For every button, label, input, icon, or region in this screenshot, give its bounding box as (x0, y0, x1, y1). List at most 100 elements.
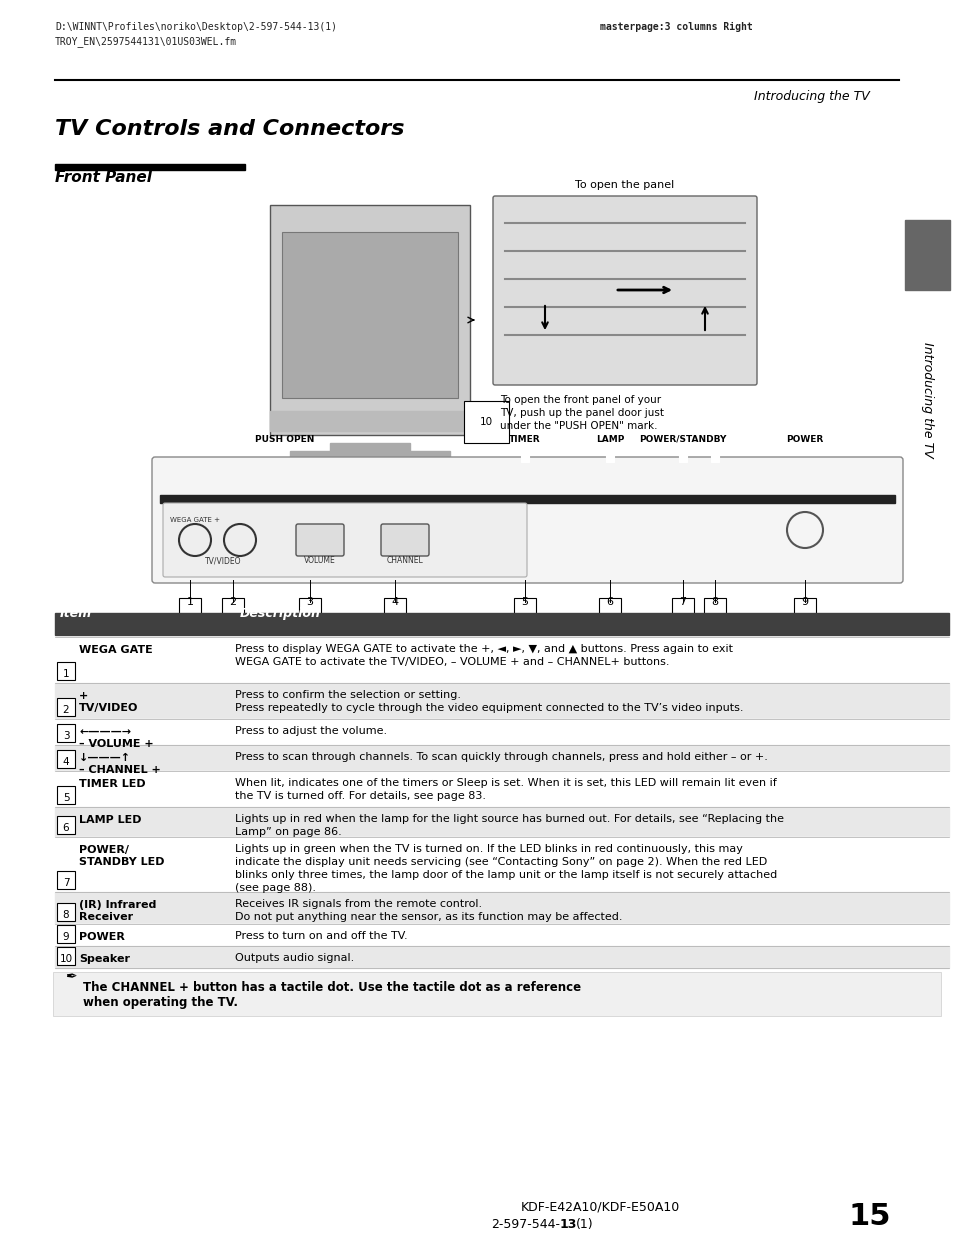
Text: 3: 3 (63, 731, 70, 741)
Text: Speaker: Speaker (79, 953, 130, 965)
Text: Press to confirm the selection or setting.: Press to confirm the selection or settin… (234, 690, 460, 700)
Bar (904, 220, 949, 290)
FancyBboxPatch shape (514, 598, 536, 616)
Text: 9: 9 (63, 932, 70, 942)
Text: Press to adjust the volume.: Press to adjust the volume. (234, 726, 387, 736)
FancyBboxPatch shape (282, 232, 457, 398)
Text: POWER/: POWER/ (79, 845, 129, 855)
Text: ←———→: ←———→ (79, 727, 131, 737)
FancyBboxPatch shape (270, 205, 470, 435)
Text: (IR) Infrared: (IR) Infrared (79, 900, 156, 910)
Text: Receives IR signals from the remote control.: Receives IR signals from the remote cont… (234, 899, 481, 909)
Text: The CHANNEL + button has a tactile dot. Use the tactile dot as a reference
when : The CHANNEL + button has a tactile dot. … (83, 981, 580, 1009)
Text: 8: 8 (63, 910, 70, 920)
Bar (520, 454, 529, 462)
Text: ✒: ✒ (65, 969, 76, 984)
Text: ↓———↑: ↓———↑ (79, 753, 131, 763)
Text: Do not put anything near the sensor, as its function may be affected.: Do not put anything near the sensor, as … (234, 911, 622, 923)
Bar (679, 454, 686, 462)
Text: To open the panel: To open the panel (575, 180, 674, 190)
FancyBboxPatch shape (380, 524, 429, 556)
Text: 4: 4 (63, 757, 70, 767)
Bar (55, 892, 948, 924)
Text: 7: 7 (679, 597, 686, 606)
Text: Press to turn on and off the TV.: Press to turn on and off the TV. (234, 931, 407, 941)
FancyBboxPatch shape (53, 972, 940, 1016)
FancyBboxPatch shape (493, 196, 757, 385)
FancyBboxPatch shape (598, 598, 620, 616)
Text: 13: 13 (559, 1218, 577, 1231)
Bar (55, 946, 948, 968)
FancyBboxPatch shape (793, 598, 815, 616)
Text: 9: 9 (801, 597, 808, 606)
Text: (1): (1) (576, 1218, 593, 1231)
Text: Item: Item (60, 606, 92, 620)
Text: blinks only three times, the lamp door of the lamp unit or the lamp itself is no: blinks only three times, the lamp door o… (234, 869, 777, 881)
FancyBboxPatch shape (295, 524, 344, 556)
Bar (270, 411, 470, 431)
FancyBboxPatch shape (57, 750, 75, 768)
Text: TIMER: TIMER (509, 435, 540, 445)
FancyBboxPatch shape (57, 871, 75, 889)
Text: POWER: POWER (785, 435, 822, 445)
Bar (55, 164, 245, 170)
Bar (55, 837, 948, 892)
Bar (605, 454, 614, 462)
Bar (160, 495, 894, 503)
Text: TV Controls and Connectors: TV Controls and Connectors (55, 119, 404, 140)
Text: – CHANNEL +: – CHANNEL + (79, 764, 161, 776)
Text: 3: 3 (306, 597, 314, 606)
FancyBboxPatch shape (57, 785, 75, 804)
FancyBboxPatch shape (703, 598, 725, 616)
Text: 1: 1 (63, 669, 70, 679)
Text: 10: 10 (479, 417, 493, 427)
Text: POWER: POWER (79, 932, 125, 942)
Text: TROY_EN\2597544131\01US03WEL.fm: TROY_EN\2597544131\01US03WEL.fm (55, 36, 237, 47)
Text: +: + (79, 692, 89, 701)
Text: Outputs audio signal.: Outputs audio signal. (234, 953, 354, 963)
Text: Press repeatedly to cycle through the video equipment connected to the TV’s vide: Press repeatedly to cycle through the vi… (234, 703, 742, 713)
Text: (see page 88).: (see page 88). (234, 883, 315, 893)
FancyBboxPatch shape (152, 457, 902, 583)
Text: the TV is turned off. For details, see page 83.: the TV is turned off. For details, see p… (234, 790, 485, 802)
Text: Front Panel: Front Panel (55, 170, 152, 185)
Text: WEGA GATE: WEGA GATE (79, 645, 152, 655)
FancyBboxPatch shape (57, 816, 75, 834)
Text: 15: 15 (848, 1202, 890, 1231)
Text: 10: 10 (59, 953, 72, 965)
Bar (55, 924, 948, 946)
Text: WEGA GATE +: WEGA GATE + (170, 517, 220, 522)
Text: KDF-E42A10/KDF-E50A10: KDF-E42A10/KDF-E50A10 (519, 1200, 679, 1213)
Text: Lights up in green when the TV is turned on. If the LED blinks in red continuous: Lights up in green when the TV is turned… (234, 844, 742, 853)
Bar (55, 771, 948, 806)
Text: 5: 5 (521, 597, 528, 606)
Text: POWER/STANDBY: POWER/STANDBY (639, 435, 726, 445)
Text: STANDBY LED: STANDBY LED (79, 857, 164, 867)
Text: CHANNEL: CHANNEL (386, 556, 423, 564)
Text: LAMP: LAMP (596, 435, 623, 445)
Bar (55, 637, 948, 683)
Bar (55, 683, 948, 719)
Bar (290, 451, 450, 463)
FancyBboxPatch shape (384, 598, 406, 616)
Text: Press to display WEGA GATE to activate the +, ◄, ►, ▼, and ▲ buttons. Press agai: Press to display WEGA GATE to activate t… (234, 643, 732, 655)
Text: 4: 4 (391, 597, 398, 606)
Text: VOLUME: VOLUME (304, 556, 335, 564)
Text: WEGA GATE to activate the TV/VIDEO, – VOLUME + and – CHANNEL+ buttons.: WEGA GATE to activate the TV/VIDEO, – VO… (234, 657, 669, 667)
Text: To open the front panel of your
TV, push up the panel door just
under the "PUSH : To open the front panel of your TV, push… (499, 395, 663, 431)
Text: 5: 5 (63, 793, 70, 803)
Text: indicate the display unit needs servicing (see “Contacting Sony” on page 2). Whe: indicate the display unit needs servicin… (234, 857, 766, 867)
FancyBboxPatch shape (57, 698, 75, 716)
Text: 7: 7 (63, 878, 70, 888)
FancyBboxPatch shape (57, 662, 75, 680)
Text: Introducing the TV: Introducing the TV (754, 90, 869, 103)
Text: PUSH OPEN: PUSH OPEN (255, 435, 314, 445)
FancyBboxPatch shape (57, 724, 75, 742)
Text: Lamp” on page 86.: Lamp” on page 86. (234, 827, 341, 837)
Text: D:\WINNT\Profiles\noriko\Desktop\2-597-544-13(1): D:\WINNT\Profiles\noriko\Desktop\2-597-5… (55, 22, 336, 32)
Bar (55, 613, 948, 635)
FancyBboxPatch shape (57, 947, 75, 965)
Text: Description: Description (240, 606, 320, 620)
FancyBboxPatch shape (671, 598, 693, 616)
Text: TV/VIDEO: TV/VIDEO (79, 703, 138, 713)
